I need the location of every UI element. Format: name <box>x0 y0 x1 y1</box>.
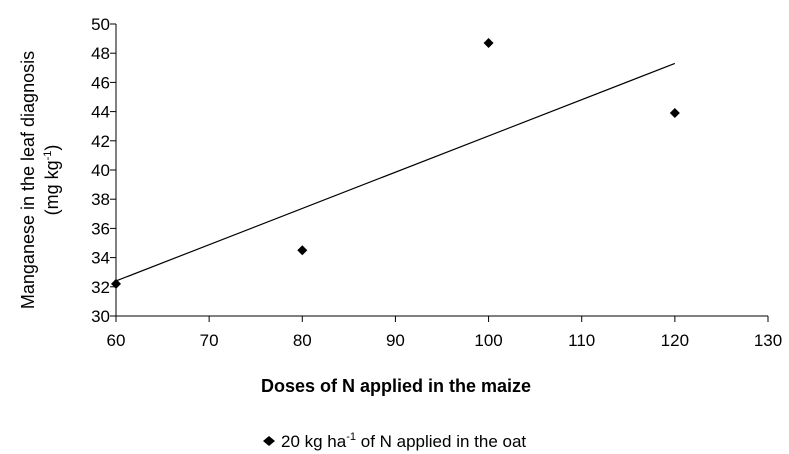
y-axis-title-line1: Manganese in the leaf diagnosis <box>18 51 38 309</box>
data-point-0 <box>111 278 121 289</box>
legend-label-sup: -1 <box>346 431 356 443</box>
y-tick-label-44: 44 <box>91 103 110 122</box>
y-tick-label-30: 30 <box>91 307 110 326</box>
y-tick-label-34: 34 <box>91 249 110 268</box>
y-tick-label-40: 40 <box>91 161 110 180</box>
series <box>111 37 680 289</box>
legend: 20 kg ha-1 of N applied in the oat <box>263 431 526 451</box>
data-point-3 <box>669 108 680 119</box>
y-axis-unit-prefix: (mg kg <box>42 160 62 215</box>
data-point-1 <box>297 245 308 256</box>
y-tick-label-46: 46 <box>91 73 110 92</box>
y-axis-unit-sup: -1 <box>42 151 54 161</box>
y-axis-unit-group: (mg kg-1) <box>42 145 62 216</box>
y-tick-label-38: 38 <box>91 190 110 209</box>
x-tick-label-70: 70 <box>200 331 219 350</box>
x-axis-title: Doses of N applied in the maize <box>261 376 531 396</box>
x-tick-label-120: 120 <box>661 331 689 350</box>
legend-label-prefix: 20 kg ha <box>281 432 347 451</box>
x-tick-label-90: 90 <box>386 331 405 350</box>
axes <box>115 24 768 317</box>
trendline <box>115 62 676 282</box>
y-tick-label-42: 42 <box>91 132 110 151</box>
legend-marker <box>263 436 275 446</box>
legend-label: 20 kg ha-1 of N applied in the oat <box>281 431 526 451</box>
y-tick-label-32: 32 <box>91 278 110 297</box>
x-tick-label-80: 80 <box>293 331 312 350</box>
x-tick-label-60: 60 <box>107 331 126 350</box>
y-tick-label-50: 50 <box>91 15 110 34</box>
x-tick-label-100: 100 <box>474 331 502 350</box>
data-point-2 <box>483 37 494 48</box>
legend-label-suffix: of N applied in the oat <box>356 432 526 451</box>
ticks: 30 32 34 36 38 40 42 44 46 48 50 60 70 80 90 100 110 120 1… <box>91 15 782 350</box>
y-axis-unit-suffix: ) <box>42 145 62 151</box>
y-tick-label-36: 36 <box>91 219 110 238</box>
x-tick-label-130: 130 <box>754 331 782 350</box>
x-tick-label-110: 110 <box>568 331 595 350</box>
y-axis-unit: (mg kg-1) <box>42 145 62 216</box>
y-tick-label-48: 48 <box>91 44 110 63</box>
y-axis-title-group: Manganese in the leaf diagnosis <box>18 51 38 309</box>
